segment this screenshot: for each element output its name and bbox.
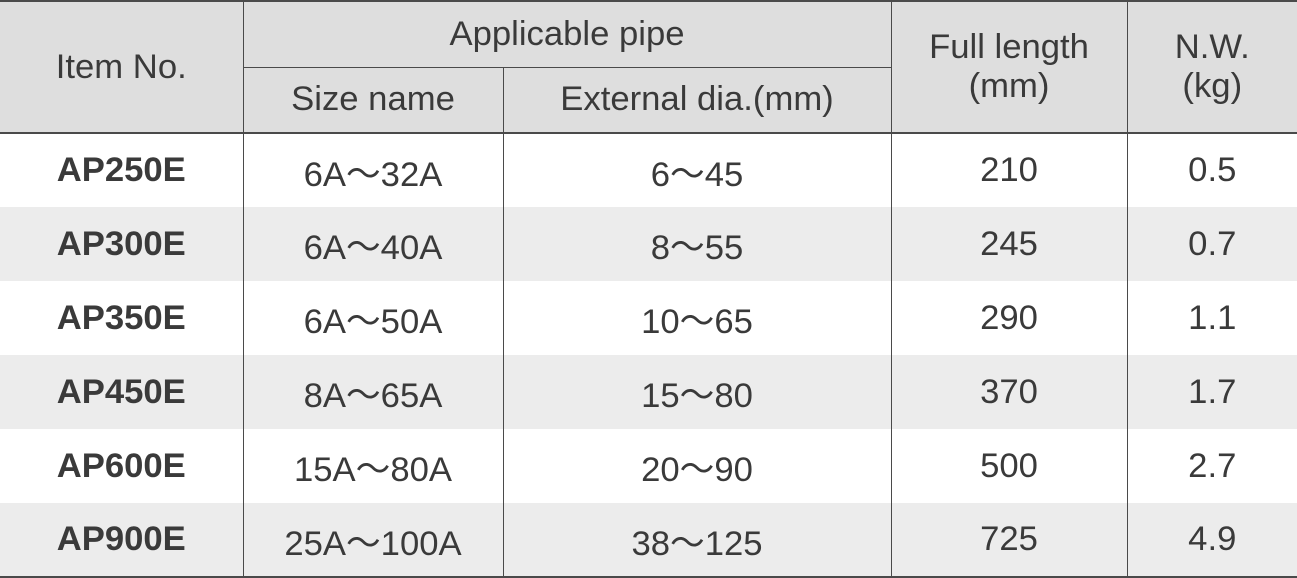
header-nw-line2: (kg) [1182, 67, 1242, 105]
cell-nw: 1.7 [1127, 355, 1297, 429]
table-row: AP300E 6A～40A 8～55 245 0.7 [0, 207, 1297, 281]
cell-dia: 20～90 [503, 429, 891, 503]
cell-item: AP350E [0, 281, 243, 355]
cell-nw: 4.9 [1127, 503, 1297, 577]
header-external-dia: External dia.(mm) [503, 67, 891, 133]
header-full-length-line2: (mm) [969, 67, 1050, 105]
cell-dia: 6～45 [503, 133, 891, 207]
header-nw-line1: N.W. [1175, 28, 1250, 66]
cell-size: 25A～100A [243, 503, 503, 577]
cell-len: 290 [891, 281, 1127, 355]
header-nw: N.W. (kg) [1127, 1, 1297, 133]
table-row: AP350E 6A～50A 10～65 290 1.1 [0, 281, 1297, 355]
header-item-no: Item No. [0, 1, 243, 133]
cell-size: 6A～32A [243, 133, 503, 207]
cell-nw: 1.1 [1127, 281, 1297, 355]
cell-dia: 10～65 [503, 281, 891, 355]
table-row: AP450E 8A～65A 15～80 370 1.7 [0, 355, 1297, 429]
cell-size: 6A～50A [243, 281, 503, 355]
cell-len: 500 [891, 429, 1127, 503]
cell-dia: 15～80 [503, 355, 891, 429]
cell-size: 15A～80A [243, 429, 503, 503]
cell-item: AP250E [0, 133, 243, 207]
cell-len: 210 [891, 133, 1127, 207]
table-row: AP900E 25A～100A 38～125 725 4.9 [0, 503, 1297, 577]
cell-nw: 0.7 [1127, 207, 1297, 281]
table-row: AP600E 15A～80A 20～90 500 2.7 [0, 429, 1297, 503]
cell-item: AP600E [0, 429, 243, 503]
cell-nw: 2.7 [1127, 429, 1297, 503]
header-size-name: Size name [243, 67, 503, 133]
cell-item: AP450E [0, 355, 243, 429]
cell-item: AP300E [0, 207, 243, 281]
cell-len: 370 [891, 355, 1127, 429]
header-applicable-pipe: Applicable pipe [243, 1, 891, 67]
table-header: Item No. Applicable pipe Full length (mm… [0, 1, 1297, 133]
header-full-length: Full length (mm) [891, 1, 1127, 133]
header-full-length-line1: Full length [929, 28, 1089, 66]
cell-dia: 38～125 [503, 503, 891, 577]
table-body: AP250E 6A～32A 6～45 210 0.5 AP300E 6A～40A… [0, 133, 1297, 577]
cell-item: AP900E [0, 503, 243, 577]
cell-size: 8A～65A [243, 355, 503, 429]
cell-len: 725 [891, 503, 1127, 577]
cell-size: 6A～40A [243, 207, 503, 281]
cell-nw: 0.5 [1127, 133, 1297, 207]
table-row: AP250E 6A～32A 6～45 210 0.5 [0, 133, 1297, 207]
cell-len: 245 [891, 207, 1127, 281]
cell-dia: 8～55 [503, 207, 891, 281]
pipe-spec-table: Item No. Applicable pipe Full length (mm… [0, 0, 1297, 578]
